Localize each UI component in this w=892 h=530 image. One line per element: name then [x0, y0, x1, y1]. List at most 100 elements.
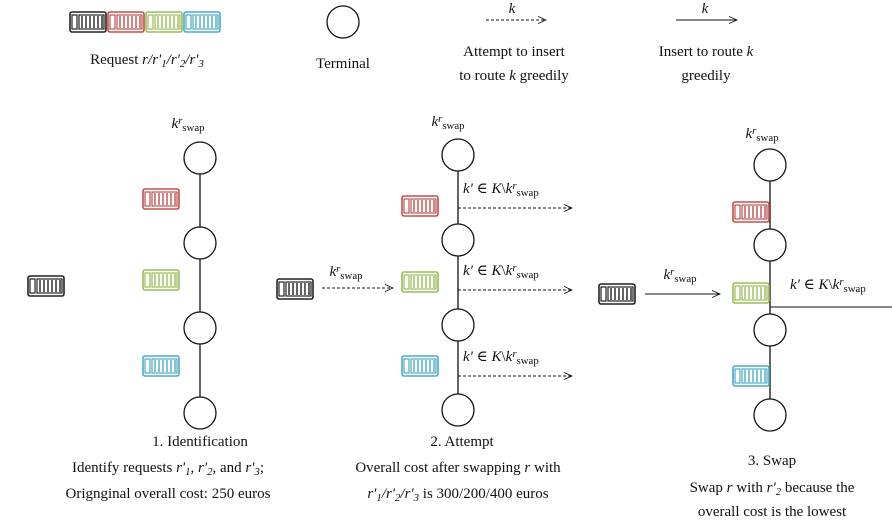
text-part: ∈	[473, 349, 492, 365]
container-panel	[285, 281, 312, 297]
text-part: /	[399, 486, 406, 502]
route-set-label: k' ∈ K\krswap	[463, 348, 539, 367]
text-part: 3	[197, 58, 204, 70]
terminal-node	[753, 148, 787, 182]
container-door	[600, 286, 607, 302]
text-part: \	[502, 263, 507, 279]
terminal-node	[753, 398, 787, 432]
container-icon	[183, 11, 221, 33]
legend-k: k	[509, 1, 516, 17]
container-door	[144, 272, 151, 288]
text-part: overall cost is the lowest	[698, 504, 847, 520]
text-part: K	[490, 181, 502, 197]
text-part: k'	[463, 181, 474, 197]
text-part: r'	[386, 486, 396, 502]
text-part: k	[663, 267, 670, 283]
text-part: with	[733, 480, 767, 496]
container-door	[29, 278, 36, 294]
text-part: /	[184, 52, 191, 68]
terminal-node	[441, 393, 475, 427]
panel-title: 2. Attempt	[430, 434, 494, 450]
text-part: swap	[517, 355, 539, 367]
container-icon	[69, 11, 107, 33]
text-part: r'	[245, 460, 255, 476]
container-icon	[145, 11, 183, 33]
text-part: Request	[90, 52, 142, 68]
container-door	[734, 368, 741, 384]
terminal-node	[441, 308, 475, 342]
text-part: K	[490, 349, 502, 365]
container-icon	[732, 201, 770, 223]
container-panel	[154, 14, 181, 30]
text-part: r	[512, 180, 517, 192]
route-set-label: k' ∈ K\krswap	[790, 276, 866, 295]
container-panel	[116, 14, 143, 30]
text-part: \	[502, 349, 507, 365]
container-panel	[192, 14, 219, 30]
text-part: k'	[463, 263, 474, 279]
text-part: r	[512, 348, 517, 360]
route-label: krswap	[663, 266, 696, 285]
terminal-node	[753, 313, 787, 347]
terminal-node	[753, 228, 787, 262]
text-part: with	[530, 460, 561, 476]
text-part: r	[336, 263, 341, 275]
text-part: k	[506, 349, 513, 365]
text-part: greedily	[516, 68, 569, 84]
text-part: /	[147, 52, 154, 68]
text-part: /	[381, 486, 388, 502]
panel-caption: Orignginal overall cost: 250 euros	[66, 486, 271, 502]
panel-caption: Overall cost after swapping r with	[355, 460, 561, 476]
text-part: 1	[185, 466, 190, 478]
text-part: r	[670, 266, 675, 278]
route-label: krswap	[329, 263, 362, 282]
text-part: r	[752, 125, 757, 137]
text-part: Swap	[690, 480, 727, 496]
text-part: r	[524, 460, 530, 476]
legend-request: Request r/r'1/r'2/r'3	[90, 52, 204, 70]
text-part: 2	[180, 58, 186, 70]
legend-insert-line2: greedily	[681, 68, 731, 84]
container-panel	[151, 358, 178, 374]
container-panel	[410, 358, 437, 374]
container-panel	[741, 204, 768, 220]
text-part: k	[506, 263, 513, 279]
route-set-label: k' ∈ K\krswap	[463, 262, 539, 281]
text-part: r'	[176, 460, 186, 476]
text-part: k	[833, 277, 840, 293]
text-part: \	[829, 277, 834, 293]
container-icon	[401, 195, 439, 217]
route-set-label: k' ∈ K\krswap	[463, 180, 539, 199]
container-door	[109, 14, 116, 30]
container-door	[734, 285, 741, 301]
text-part: \	[502, 181, 507, 197]
container-icon	[401, 355, 439, 377]
panel-caption: overall cost is the lowest	[698, 504, 847, 520]
text-part: r'	[405, 486, 415, 502]
legend-attempt-line1: Attempt to insert	[463, 44, 565, 60]
text-part: 1	[161, 58, 166, 70]
text-part: k	[171, 116, 178, 132]
text-part: k	[509, 68, 516, 84]
text-part: swap	[442, 120, 464, 132]
text-part: k	[745, 126, 752, 142]
text-part: to route	[459, 68, 509, 84]
panel-title: 1. Identification	[152, 434, 248, 450]
panel-caption: Identify requests r'1, r'2, and r'3;	[72, 460, 264, 478]
text-part: r	[727, 480, 733, 496]
text-part: r	[512, 262, 517, 274]
container-door	[185, 14, 192, 30]
container-panel	[410, 274, 437, 290]
container-door	[403, 198, 410, 214]
text-part: r	[839, 276, 844, 288]
container-door	[144, 358, 151, 374]
container-icon	[142, 188, 180, 210]
container-panel	[607, 286, 634, 302]
text-part: r'	[171, 52, 181, 68]
text-part: swap	[756, 132, 778, 144]
container-door	[71, 14, 78, 30]
panel-title: 3. Swap	[748, 453, 796, 469]
text-part: 3	[253, 466, 260, 478]
route-label: krswap	[171, 115, 204, 134]
